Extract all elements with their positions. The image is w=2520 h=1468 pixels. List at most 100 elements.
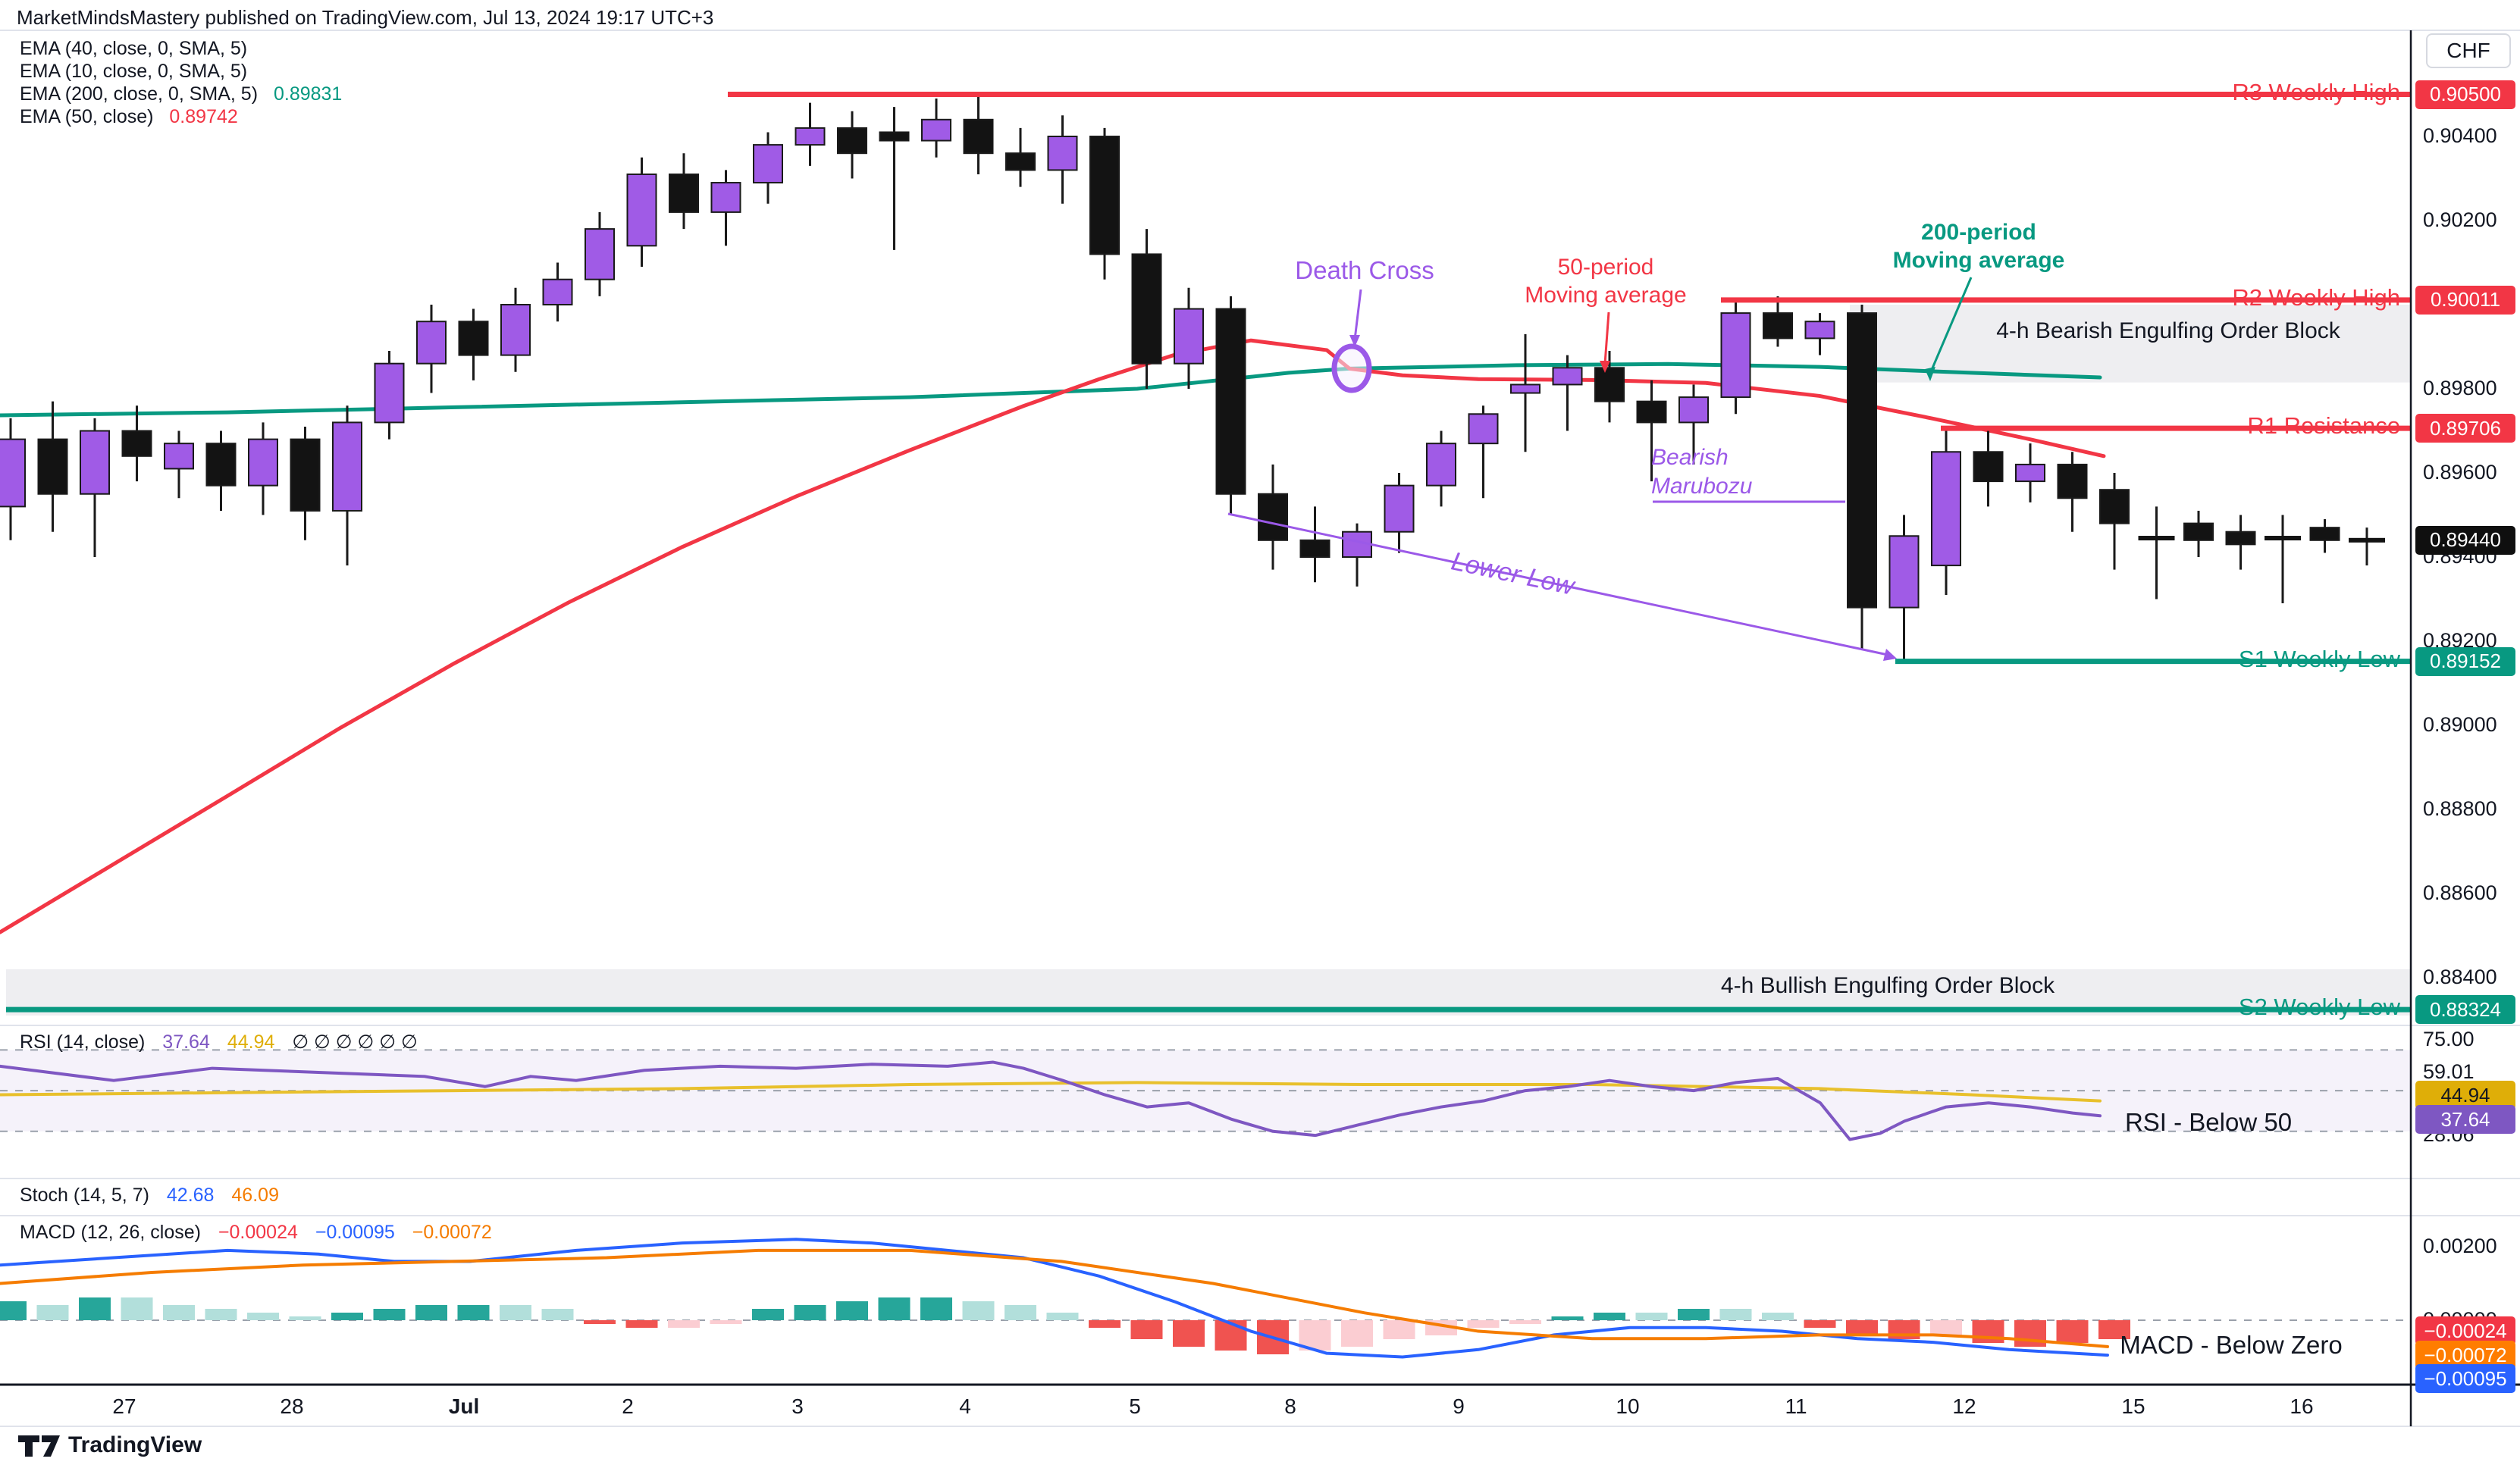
macd-histogram-bar	[2098, 1320, 2130, 1339]
currency-axis-button[interactable]: CHF	[2426, 33, 2511, 68]
macd-tick-label: 0.00200	[2423, 1235, 2497, 1257]
bearish-marubozu-annotation[interactable]: Bearish Marubozu	[1651, 445, 1753, 499]
macd-histogram-bar	[1762, 1313, 1794, 1320]
price-tick-label: 0.90400	[2423, 124, 2497, 147]
tradingview-logo-text: TradingView	[68, 1432, 202, 1457]
price-axis-badge: 0.89152	[2415, 646, 2515, 676]
macd-histogram-bar	[541, 1309, 574, 1320]
legend-label: EMA (200, close, 0, SMA, 5)	[20, 83, 259, 105]
candle-bull	[332, 421, 362, 512]
level-label[interactable]: R1 Resistance	[2247, 412, 2400, 440]
macd-histogram-bar	[289, 1316, 321, 1320]
macd-histogram-bar	[1804, 1320, 1836, 1328]
macd-histogram-bar	[0, 1301, 27, 1320]
death-cross-annotation[interactable]: Death Cross	[1295, 256, 1434, 284]
macd-histogram-bar	[1467, 1320, 1500, 1328]
legend-label: EMA (50, close)	[20, 106, 154, 127]
ma50-annotation[interactable]: 50-period Moving average	[1525, 255, 1687, 308]
candle-bear	[1973, 451, 2004, 483]
candle-bear	[2057, 463, 2088, 499]
macd-histogram-bar	[457, 1305, 490, 1320]
bearish-order-block-label[interactable]: 4-h Bearish Engulfing Order Block	[1996, 318, 2340, 343]
macd-legend-title: MACD (12, 26, close)	[20, 1222, 201, 1243]
price-tick-label: 0.88800	[2423, 797, 2497, 820]
candle-bear	[1131, 253, 1162, 365]
rsi-line	[0, 1060, 2102, 1141]
macd-note-annotation[interactable]: MACD - Below Zero	[2120, 1331, 2343, 1359]
candle-bull	[542, 278, 573, 306]
date-tick-label: 5	[1129, 1394, 1141, 1418]
price-axis-badge: 0.88324	[2415, 995, 2515, 1025]
candle-bull	[626, 173, 657, 247]
candle-bear	[290, 438, 321, 512]
macd-pane-legend[interactable]: MACD (12, 26, close) −0.00024 −0.00095 −…	[20, 1222, 492, 1244]
candle-doji	[2138, 536, 2175, 541]
macd-histogram-bar	[1089, 1320, 1121, 1328]
macd-histogram-bar	[668, 1320, 700, 1328]
level-label[interactable]: R3 Weekly High	[2232, 78, 2400, 105]
legend-row-ema40[interactable]: EMA (40, close, 0, SMA, 5)	[20, 38, 247, 60]
price-axis-badge: 0.90011	[2415, 285, 2515, 315]
candle-bear	[1089, 136, 1120, 255]
legend-row-ema200[interactable]: EMA (200, close, 0, SMA, 5) 0.89831	[20, 83, 342, 105]
macd-histogram-bar	[625, 1320, 658, 1328]
date-tick-label: 10	[1616, 1394, 1640, 1418]
rsi-pane-legend[interactable]: RSI (14, close) 37.64 44.94 ∅ ∅ ∅ ∅ ∅ ∅	[20, 1031, 418, 1053]
date-tick-label: 12	[1952, 1394, 1976, 1418]
candle-bull	[416, 321, 447, 365]
death-cross-circle	[1331, 343, 1372, 393]
rsi-tick-label: 75.00	[2423, 1028, 2475, 1050]
rsi-note-annotation[interactable]: RSI - Below 50	[2124, 1108, 2293, 1136]
date-tick-label: 4	[959, 1394, 971, 1418]
macd-histogram-bar	[1846, 1320, 1878, 1335]
macd-line-value: −0.00095	[315, 1222, 395, 1243]
stoch-k-value: 42.68	[166, 1185, 215, 1206]
macd-histogram-bar	[794, 1305, 826, 1320]
macd-histogram-bar	[415, 1305, 447, 1320]
ma200-line	[0, 362, 2102, 418]
macd-histogram-bar	[121, 1297, 153, 1320]
macd-histogram-bar	[1509, 1320, 1541, 1324]
candle-bull	[1468, 413, 1499, 445]
candle-bull	[1678, 396, 1709, 424]
candle-bull	[1174, 308, 1204, 365]
level-label[interactable]: R2 Weekly High	[2232, 283, 2400, 311]
macd-axis-badge: −0.00024	[2415, 1316, 2515, 1345]
candle-bull	[921, 118, 951, 142]
candle-bull	[164, 443, 194, 470]
candle-bull	[585, 228, 615, 280]
candle-bull	[1047, 136, 1078, 171]
ma50-arrow	[1603, 311, 1610, 365]
level-label[interactable]: S1 Weekly Low	[2238, 645, 2400, 672]
date-tick-label: 2	[622, 1394, 634, 1418]
lower-low-arrowhead	[1883, 649, 1897, 661]
rsi-legend-title: RSI (14, close)	[20, 1031, 146, 1053]
stoch-pane-legend[interactable]: Stoch (14, 5, 7) 42.68 46.09	[20, 1185, 279, 1207]
macd-histogram-bar	[1719, 1309, 1752, 1320]
candle-bear	[2099, 489, 2130, 524]
candle-bear	[1258, 493, 1288, 541]
macd-histogram-bar	[1215, 1320, 1247, 1351]
rsi-tick-label: 59.01	[2423, 1060, 2475, 1083]
legend-row-ema50[interactable]: EMA (50, close) 0.89742	[20, 106, 238, 128]
bullish-order-block-label[interactable]: 4-h Bullish Engulfing Order Block	[1720, 973, 2055, 998]
legend-row-ema10[interactable]: EMA (10, close, 0, SMA, 5)	[20, 61, 247, 83]
publish-watermark: MarketMindsMastery published on TradingV…	[17, 6, 714, 29]
ma200-annotation[interactable]: 200-period Moving average	[1892, 220, 2065, 273]
legend-label: EMA (10, close, 0, SMA, 5)	[20, 61, 248, 82]
candle-bear	[879, 131, 910, 142]
macd-histogram-bar	[163, 1305, 195, 1320]
macd-histogram-bar	[962, 1301, 995, 1320]
tradingview-logo[interactable]: TradingView	[17, 1431, 202, 1460]
candle-bull	[1720, 312, 1751, 399]
candle-bear	[2183, 522, 2214, 541]
candle-bull	[1931, 451, 1961, 567]
candle-bull	[1888, 535, 1920, 609]
candle-bull	[374, 362, 405, 424]
price-axis-badge: 0.90500	[2415, 80, 2515, 109]
date-tick-label: 28	[280, 1394, 304, 1418]
level-label[interactable]: S2 Weekly Low	[2238, 994, 2400, 1021]
price-axis-badge: 0.89706	[2415, 414, 2515, 443]
candle-bull	[1384, 484, 1415, 533]
